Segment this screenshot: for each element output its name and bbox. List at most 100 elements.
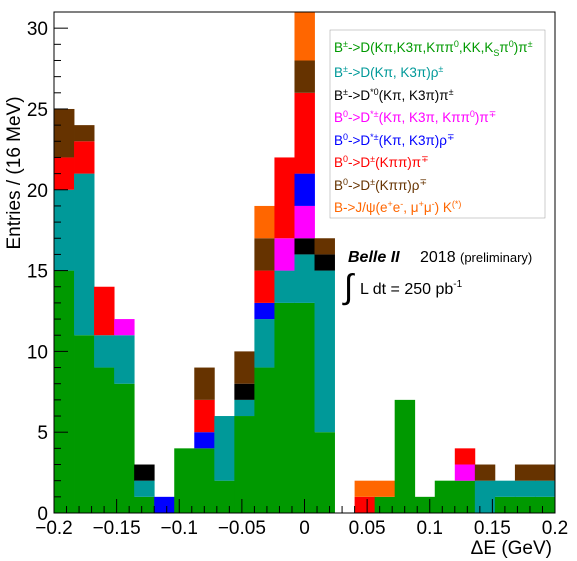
bar-5-12: [294, 92, 315, 174]
y-tick-label-1: 5: [37, 423, 48, 444]
bar-6-9: [234, 351, 255, 384]
legend-entry-4: B0->D*±(Kπ, K3π)ρ∓: [334, 132, 455, 148]
y-tick-label-0: 0: [37, 504, 48, 525]
bar-0-6: [174, 448, 195, 513]
legend-entry-5: B0->D±(Kππ)π∓: [334, 154, 429, 170]
experiment-label: Belle II: [348, 249, 400, 266]
bar-5-20: [454, 448, 476, 465]
bar-3-12: [294, 205, 315, 239]
bar-5-11: [274, 157, 295, 239]
bar-0-24: [534, 496, 556, 513]
legend-entry-2: B±->D*0(Kπ, K3π)π±: [334, 87, 454, 103]
bar-6-24: [534, 464, 556, 481]
bar-0-2: [94, 367, 115, 513]
x-tick-label-0: −0.2: [35, 518, 73, 539]
bar-6-12: [294, 60, 315, 93]
bar-1-12: [294, 254, 315, 303]
bar-1-2: [94, 335, 115, 368]
bar-3-20: [454, 464, 476, 481]
bar-0-19: [434, 480, 456, 513]
x-tick-label-3: −0.05: [218, 518, 266, 539]
bar-0-4: [134, 496, 155, 513]
legend-entry-1: B±->D(Kπ, K3π)ρ±: [334, 64, 443, 80]
bar-0-3: [114, 383, 135, 513]
x-tick-label-7: 0.15: [474, 518, 511, 539]
bar-4-10: [254, 302, 275, 320]
bar-6-7: [194, 367, 215, 400]
bar-1-1: [74, 173, 95, 336]
bar-2-9: [234, 383, 255, 400]
bar-6-21: [474, 464, 496, 481]
year-label: 2018: [420, 249, 456, 266]
bar-1-9: [234, 399, 255, 417]
bar-7-12: [294, 12, 315, 61]
bar-1-11: [274, 270, 295, 303]
bar-0-13: [314, 432, 335, 513]
bar-0-7: [194, 448, 215, 513]
bar-2-13: [314, 254, 335, 271]
legend-entry-6: B0->D±(Kππ)ρ∓: [334, 177, 427, 193]
bar-0-23: [514, 496, 536, 513]
bar-1-21: [474, 480, 496, 513]
bar-4-7: [194, 432, 215, 449]
integral-sign: ∫: [342, 268, 355, 306]
bar-6-13: [314, 238, 335, 255]
bar-7-16: [374, 480, 396, 497]
bar-1-24: [534, 480, 556, 497]
bar-5-15: [354, 496, 376, 513]
y-tick-label-5: 25: [27, 100, 48, 121]
bar-1-3: [114, 335, 135, 384]
bar-2-4: [134, 464, 155, 481]
bar-5-1: [74, 141, 95, 174]
bar-0-8: [214, 480, 235, 513]
bar-4-5: [154, 496, 175, 513]
experiment-annotation: Belle II 2018 (preliminary) ∫ L dt = 250…: [342, 249, 532, 306]
bar-0-22: [494, 496, 516, 513]
y-tick-label-6: 30: [27, 19, 48, 40]
legend-entry-0: B±->D(Kπ,K3π,Kππ0,KK,KSπ0)π±: [334, 39, 533, 58]
bar-1-10: [254, 319, 275, 368]
bar-0-10: [254, 367, 275, 513]
x-tick-label-4: 0: [299, 518, 310, 539]
bar-1-4: [134, 480, 155, 497]
bar-6-0: [54, 108, 75, 158]
bar-2-12: [294, 238, 315, 255]
bar-3-11: [274, 238, 295, 271]
bar-1-8: [214, 416, 235, 481]
bar-1-13: [314, 270, 335, 433]
x-axis-title: ΔE (GeV): [471, 538, 552, 559]
bar-7-10: [254, 205, 275, 239]
bar-6-1: [74, 125, 95, 142]
x-tick-label-8: 0.2: [542, 518, 568, 539]
bar-6-10: [254, 238, 275, 271]
y-tick-label-3: 15: [27, 262, 48, 283]
x-tick-label-1: −0.15: [93, 518, 141, 539]
bar-1-22: [494, 480, 516, 497]
luminosity-label: L dt = 250 pb-1: [360, 279, 463, 298]
bar-3-3: [114, 319, 135, 336]
bar-7-15: [354, 480, 376, 497]
y-tick-label-2: 10: [27, 342, 48, 363]
bar-5-0: [54, 157, 75, 190]
legend-entry-7: B->J/ψ(e+e-, μ+μ-) K(*): [334, 199, 461, 215]
y-tick-label-4: 20: [27, 181, 48, 202]
preliminary-label: (preliminary): [460, 250, 532, 265]
bar-0-18: [414, 496, 436, 513]
bar-0-1: [74, 335, 95, 513]
bar-0-20: [454, 480, 476, 513]
y-axis-title: Entries / (16 MeV): [4, 96, 25, 249]
axis-ticks: [53, 11, 556, 514]
bar-5-10: [254, 270, 275, 303]
bar-0-12: [294, 302, 315, 513]
bar-1-0: [54, 189, 75, 271]
tick-labels: −0.2 −0.15 −0.1 −0.05 0 0.05 0.1 0.15 0.2 0 5 10 15 2…: [27, 19, 568, 539]
bar-6-23: [514, 464, 536, 481]
bar-0-17: [394, 399, 416, 513]
bar-0-11: [274, 302, 295, 513]
x-tick-label-6: 0.1: [417, 518, 443, 539]
histogram-bars: [54, 12, 556, 513]
bar-5-2: [94, 286, 115, 336]
legend: B±->D(Kπ,K3π,Kππ0,KK,KSπ0)π± B±->D(Kπ, K…: [329, 29, 546, 219]
bar-1-23: [514, 480, 536, 497]
